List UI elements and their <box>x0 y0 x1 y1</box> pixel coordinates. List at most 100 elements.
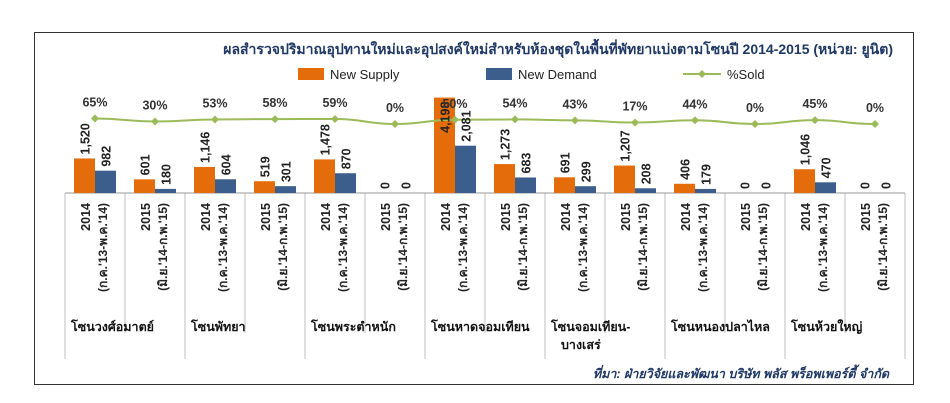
legend-marker-sold <box>698 70 706 78</box>
legend-label-supply: New Supply <box>330 67 400 82</box>
x-tick-period: (ก.ค.'13-พ.ค.'14) <box>216 203 230 292</box>
data-label-new-supply: 4,198 <box>439 102 453 133</box>
x-tick-year: 2015 <box>139 203 153 231</box>
data-label-new-demand: 0 <box>760 182 774 189</box>
bar-new-demand <box>575 186 596 193</box>
marker-sold <box>451 115 459 124</box>
x-tick-period: (มิ.ย.'14-ก.พ.'15) <box>156 203 170 291</box>
x-tick-period: (ก.ค.'13-พ.ค.'14) <box>456 203 470 292</box>
x-tick-period: (ก.ค.'13-พ.ค.'14) <box>696 203 710 292</box>
data-label-sold: 59% <box>322 96 347 110</box>
data-label-sold: 0% <box>866 101 884 115</box>
zone-label-line1: โซนจอมเทียน- <box>550 319 630 334</box>
bar-new-demand <box>635 188 656 193</box>
bar-new-demand <box>335 173 356 193</box>
zone-label: โซนพัทยา <box>190 319 246 334</box>
data-label-new-supply: 1,478 <box>319 124 333 155</box>
x-tick-year: 2015 <box>499 203 513 231</box>
x-tick-period: (มิ.ย.'14-ก.พ.'15) <box>396 203 410 291</box>
data-label-sold: 0% <box>386 101 404 115</box>
marker-sold <box>391 120 399 128</box>
data-label-sold: 58% <box>262 96 287 110</box>
bar-new-supply <box>674 183 695 193</box>
zone-label: โซนหนองปลาไหล <box>670 319 770 334</box>
bar-new-demand <box>155 188 176 193</box>
bar-new-demand <box>515 177 536 193</box>
data-label-new-demand: 299 <box>580 161 594 182</box>
bar-new-demand <box>815 182 836 193</box>
marker-sold <box>871 120 879 128</box>
marker-sold <box>211 115 219 124</box>
x-tick-year: 2014 <box>79 203 93 231</box>
x-tick-year: 2015 <box>739 203 753 231</box>
bar-new-supply <box>74 158 95 193</box>
data-label-new-supply: 0 <box>739 182 753 189</box>
chart-title: ผลสำรวจปริมาณอุปทานใหม่และอุปสงค์ใหม่สำห… <box>223 38 893 58</box>
zone-label-line2: บางเสร่ <box>561 338 601 352</box>
x-tick-period: (มิ.ย.'14-ก.พ.'15) <box>636 203 650 291</box>
x-tick-year: 2015 <box>379 203 393 231</box>
data-label-new-demand: 604 <box>220 154 234 175</box>
data-label-new-demand: 870 <box>340 148 354 169</box>
data-label-new-supply: 1,520 <box>79 123 93 154</box>
data-label-sold: 54% <box>502 96 527 110</box>
bar-new-demand <box>455 145 476 193</box>
legend-swatch-demand <box>486 68 512 80</box>
marker-sold <box>151 117 159 126</box>
x-tick-year: 2014 <box>799 203 813 231</box>
data-label-new-demand: 0 <box>400 182 414 189</box>
data-label-new-supply: 0 <box>379 182 393 189</box>
bar-new-demand <box>95 170 116 193</box>
bar-new-demand <box>275 186 296 193</box>
marker-sold <box>571 116 579 125</box>
x-tick-period: (มิ.ย.'14-ก.พ.'15) <box>516 203 530 291</box>
x-tick-period: (ก.ค.'13-พ.ค.'14) <box>816 203 830 292</box>
bar-new-demand <box>215 179 236 193</box>
data-label-sold: 65% <box>82 95 107 109</box>
data-label-new-demand: 683 <box>520 153 534 174</box>
marker-sold <box>751 120 759 128</box>
data-label-sold: 43% <box>562 97 587 111</box>
legend-swatch-supply <box>298 68 324 80</box>
bar-new-supply <box>434 97 455 193</box>
bar-new-supply <box>554 177 575 193</box>
marker-sold <box>511 115 519 124</box>
legend-label-sold: %Sold <box>727 67 765 82</box>
data-label-new-supply: 1,273 <box>499 129 513 160</box>
chart-source: ที่มา: ฝ่ายวิจัยและพัฒนา บริษัท พลัส พร็… <box>593 364 890 381</box>
bar-new-supply <box>614 165 635 193</box>
data-label-new-supply: 691 <box>559 152 573 173</box>
bar-new-supply <box>794 169 815 193</box>
marker-sold <box>691 116 699 125</box>
zone-label: โซนห้วยใหญ่ <box>790 319 863 334</box>
data-label-new-supply: 1,207 <box>619 130 633 161</box>
data-label-sold: 50% <box>442 97 467 111</box>
data-label-new-demand: 982 <box>100 146 114 167</box>
data-label-new-supply: 1,146 <box>199 132 213 163</box>
data-label-sold: 17% <box>622 100 647 114</box>
x-tick-year: 2014 <box>559 203 573 231</box>
x-tick-year: 2014 <box>319 203 333 231</box>
bar-new-supply <box>254 181 275 193</box>
bar-new-supply <box>134 179 155 193</box>
chart-frame: ผลสำรวจปริมาณอุปทานใหม่และอุปสงค์ใหม่สำห… <box>34 32 914 385</box>
x-tick-year: 2014 <box>439 203 453 231</box>
data-label-sold: 45% <box>802 97 827 111</box>
data-label-new-demand: 301 <box>280 161 294 182</box>
x-tick-year: 2015 <box>259 203 273 231</box>
x-tick-year: 2014 <box>199 203 213 231</box>
data-label-new-demand: 0 <box>880 182 894 189</box>
data-label-new-supply: 519 <box>259 156 273 177</box>
bar-new-supply <box>494 164 515 193</box>
x-tick-year: 2015 <box>619 203 633 231</box>
zone-label: โซนหาดจอมเทียน <box>430 319 530 334</box>
x-tick-period: (ก.ค.'13-พ.ค.'14) <box>96 203 110 292</box>
x-tick-period: (ก.ค.'13-พ.ค.'14) <box>576 203 590 292</box>
data-label-sold: 44% <box>682 97 707 111</box>
series-line-sold <box>94 117 876 126</box>
legend-label-demand: New Demand <box>518 67 597 82</box>
x-tick-year: 2014 <box>679 203 693 231</box>
data-label-sold: 0% <box>746 101 764 115</box>
x-tick-period: (มิ.ย.'14-ก.พ.'15) <box>276 203 290 291</box>
data-label-sold: 53% <box>202 96 227 110</box>
